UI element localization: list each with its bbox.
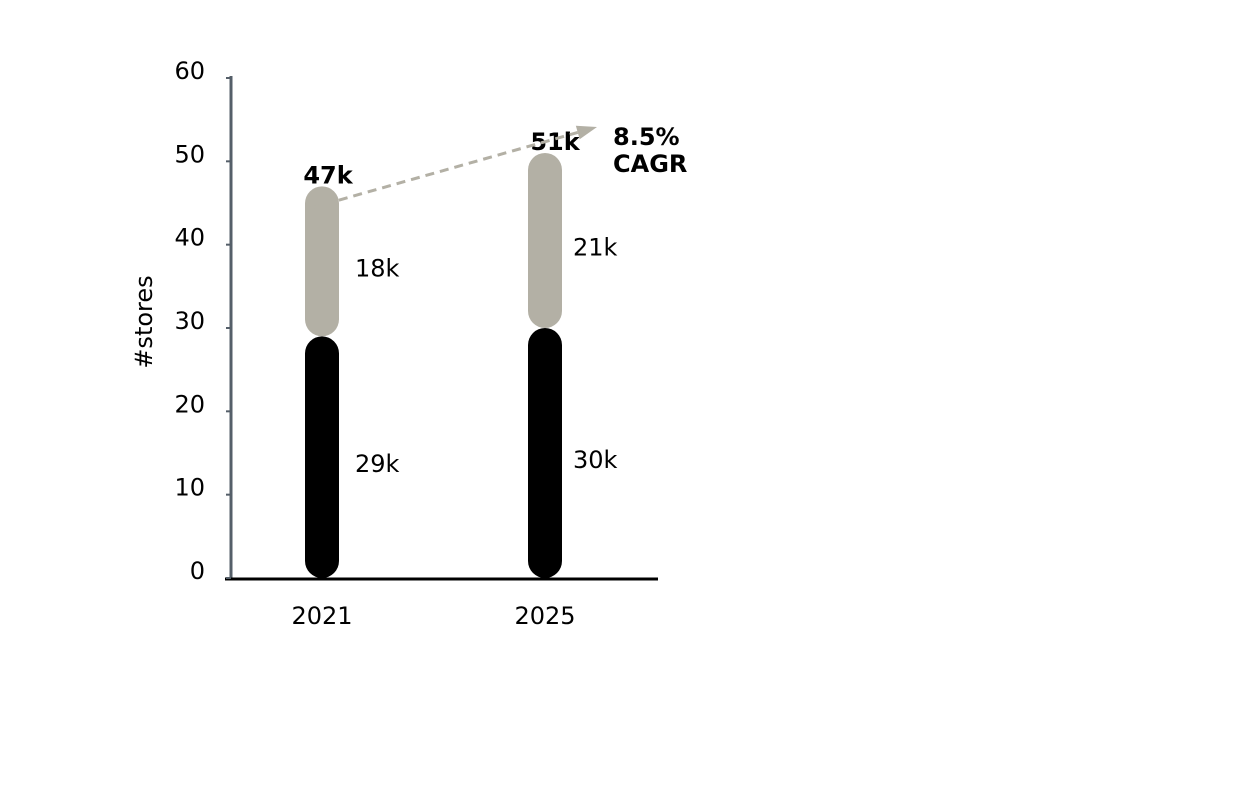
annotation: CAGR <box>613 150 687 178</box>
y-tick-label: 60 <box>174 57 205 85</box>
y-tick-label: 30 <box>174 307 205 335</box>
y-tick-label: 20 <box>174 390 205 418</box>
y-axis-label: #stores <box>130 275 158 368</box>
x-tick-label: 2025 <box>514 602 575 630</box>
y-tick-label: 40 <box>174 224 205 252</box>
total-label: 47k <box>303 161 353 189</box>
y-tick-label: 50 <box>174 140 205 168</box>
value-label: 29k <box>355 450 400 478</box>
x-tick-label: 2021 <box>291 602 352 630</box>
bar-segment <box>305 186 339 337</box>
y-tick-label: 10 <box>174 474 205 502</box>
cagr-arrow <box>309 131 579 210</box>
value-label: 18k <box>355 254 400 282</box>
value-label: 30k <box>573 446 618 474</box>
bar-segment <box>305 336 339 578</box>
y-tick-label: 0 <box>190 557 205 585</box>
value-label: 21k <box>573 234 618 262</box>
bar-segment <box>528 328 562 578</box>
bar-segment <box>528 153 562 328</box>
annotation: 8.5% <box>613 123 680 151</box>
cagr-arrowhead <box>575 125 597 140</box>
